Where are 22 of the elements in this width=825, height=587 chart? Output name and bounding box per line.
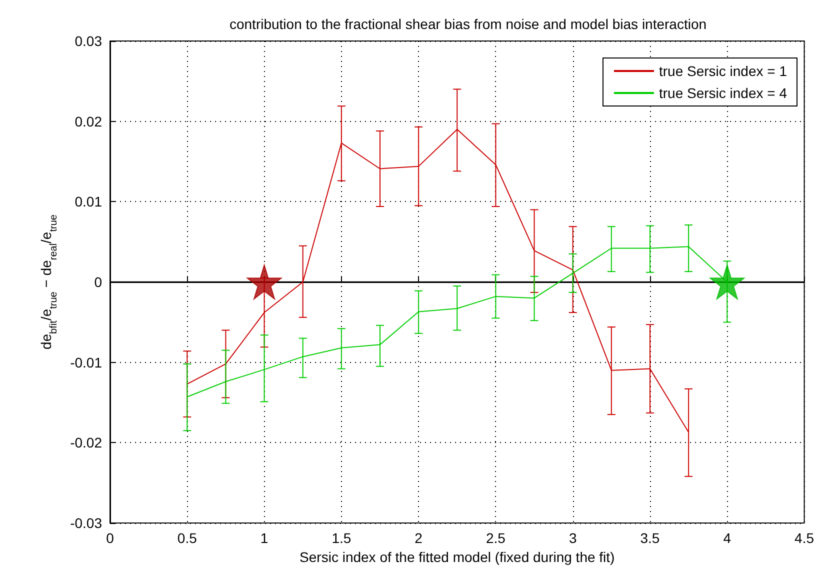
x-tick-label: 2 — [414, 530, 423, 546]
x-tick-label: 0.5 — [177, 530, 198, 546]
x-tick-label: 3.5 — [640, 530, 660, 546]
y-tick-label: -0.02 — [70, 434, 102, 451]
y-tick-label: 0.03 — [74, 33, 102, 49]
y-tick-label: 0.01 — [74, 194, 102, 210]
y-tick-label: 0 — [94, 274, 102, 290]
x-axis-title: Sersic index of the fitted model (fixed during the fit) — [300, 548, 615, 565]
chart-title: contribution to the fractional shear bias from noise and model bias interaction — [229, 16, 707, 32]
y-tick-label: -0.01 — [70, 354, 102, 370]
x-tick-label: 4.5 — [794, 530, 814, 546]
x-tick-label: 1.5 — [332, 530, 352, 546]
x-tick-label: 3 — [568, 530, 577, 546]
legend-label: true Sersic index = 1 — [658, 63, 788, 79]
x-tick-label: 4 — [723, 530, 732, 546]
y-axis-title: debfit/etrue − dereal/etrue — [38, 214, 60, 350]
x-tick-label: 1 — [260, 530, 268, 546]
x-tick-label: 0 — [106, 530, 114, 546]
y-tick-label: 0.02 — [74, 113, 102, 130]
y-tick-label: -0.03 — [70, 515, 102, 531]
x-tick-label: 2.5 — [486, 530, 506, 546]
legend-label: true Sersic index = 4 — [658, 85, 788, 101]
